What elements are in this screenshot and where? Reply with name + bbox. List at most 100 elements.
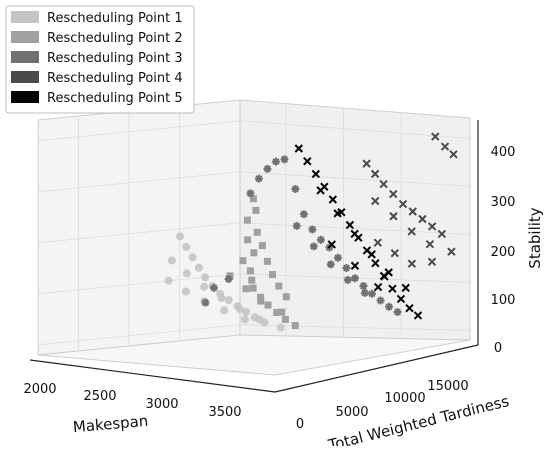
- legend-label: Rescheduling Point 3: [47, 51, 183, 66]
- data-point-series-5: [401, 283, 410, 293]
- data-point-series-5: [350, 261, 360, 270]
- data-point-series-2: [258, 242, 266, 250]
- data-point-series-5: [333, 209, 342, 218]
- data-point-series-3: [359, 281, 368, 290]
- data-point-series-4: [427, 257, 437, 266]
- data-point-series-2: [281, 315, 289, 323]
- data-point-series-2: [239, 257, 247, 265]
- data-point-series-2: [273, 308, 281, 316]
- data-point-series-1: [182, 242, 191, 251]
- data-point-series-2: [250, 249, 258, 257]
- data-point-series-3: [292, 221, 301, 230]
- data-point-series-2: [275, 282, 283, 290]
- data-point-series-1: [201, 273, 210, 282]
- data-point-series-3: [308, 225, 317, 234]
- data-point-series-2: [264, 301, 272, 309]
- x-tick-label: 3500: [208, 405, 241, 420]
- data-point-series-2: [246, 267, 254, 275]
- data-point-series-3: [291, 185, 300, 194]
- data-point-series-2: [269, 271, 277, 279]
- data-point-series-5: [373, 282, 383, 292]
- axis-panes: [37, 99, 471, 376]
- data-point-series-2: [253, 228, 261, 236]
- data-point-series-3: [209, 283, 218, 292]
- floor-pane: [37, 334, 471, 376]
- data-point-series-4: [379, 179, 388, 189]
- data-points: [164, 132, 458, 332]
- legend-swatch: [11, 91, 39, 103]
- legend-label: Rescheduling Point 4: [47, 71, 183, 86]
- data-point-series-4: [418, 214, 427, 224]
- data-point-series-5: [405, 304, 414, 313]
- data-point-series-3: [393, 307, 402, 316]
- data-point-series-3: [299, 210, 308, 219]
- tick-labels: 2000 2500 3000 3500 0 5000 10000 15000 0…: [23, 145, 515, 432]
- left-pane: [37, 99, 241, 356]
- x-axis-label: Makespan: [72, 412, 149, 437]
- y-axis-line: [274, 344, 479, 393]
- data-point-series-2: [244, 236, 252, 244]
- x-axis-line: [29, 359, 276, 393]
- data-point-series-3: [263, 164, 272, 173]
- data-point-series-2: [249, 195, 257, 203]
- data-point-series-2: [282, 293, 290, 301]
- data-point-series-4: [408, 207, 417, 216]
- y-tick-label: 5000: [335, 405, 368, 420]
- legend-swatch: [11, 51, 39, 63]
- data-point-series-1: [182, 269, 191, 278]
- z-tick-label: 200: [491, 245, 516, 260]
- data-point-series-4: [373, 238, 383, 247]
- y-tick-label: 15000: [427, 379, 468, 394]
- data-point-series-5: [327, 240, 337, 249]
- legend-swatch: [11, 71, 39, 83]
- data-point-series-3: [309, 242, 318, 251]
- data-point-series-3: [376, 296, 385, 305]
- y-tick-label: 10000: [384, 391, 425, 406]
- data-point-series-4: [437, 229, 447, 239]
- data-point-series-1: [241, 315, 250, 324]
- legend-label: Rescheduling Point 1: [47, 11, 183, 26]
- x-tick-label: 2500: [83, 389, 116, 404]
- data-point-series-4: [370, 169, 380, 179]
- data-point-series-3: [201, 298, 210, 307]
- data-point-series-1: [167, 256, 176, 265]
- data-point-series-3: [333, 253, 342, 262]
- data-point-series-5: [350, 229, 359, 239]
- legend: Rescheduling Point 1 Rescheduling Point …: [5, 5, 195, 114]
- x-tick-label: 3000: [145, 397, 178, 412]
- y-tick-label: 0: [296, 417, 304, 432]
- data-point-series-5: [328, 195, 338, 204]
- data-point-series-3: [326, 260, 335, 269]
- data-point-series-4: [390, 248, 400, 258]
- data-point-series-4: [449, 150, 458, 159]
- data-point-series-2: [226, 272, 234, 280]
- data-point-series-4: [407, 227, 416, 236]
- grid-line: [239, 171, 471, 187]
- data-point-series-3: [254, 174, 263, 183]
- data-point-series-2: [242, 285, 250, 293]
- data-point-series-1: [176, 232, 185, 241]
- legend-box: [5, 5, 195, 114]
- data-point-series-3: [367, 289, 376, 298]
- data-point-series-4: [398, 199, 408, 209]
- data-point-series-1: [200, 282, 209, 291]
- z-tick-label: 400: [491, 145, 516, 160]
- data-point-series-5: [311, 169, 321, 179]
- data-point-series-2: [257, 293, 265, 301]
- x-tick-label: 2000: [23, 382, 56, 397]
- data-point-series-4: [425, 239, 435, 249]
- data-point-series-5: [367, 250, 376, 259]
- data-point-series-5: [345, 220, 355, 230]
- legend-label: Rescheduling Point 2: [47, 31, 183, 46]
- data-point-series-5: [294, 144, 304, 153]
- data-point-series-5: [316, 186, 325, 195]
- data-point-series-1: [255, 315, 264, 324]
- grid-line: [37, 171, 241, 193]
- data-point-series-2: [291, 322, 299, 330]
- data-point-series-3: [350, 274, 359, 283]
- data-point-series-4: [389, 189, 398, 199]
- data-point-series-4: [447, 247, 456, 256]
- data-point-series-2: [243, 216, 251, 224]
- z-tick-label: 0: [494, 341, 502, 356]
